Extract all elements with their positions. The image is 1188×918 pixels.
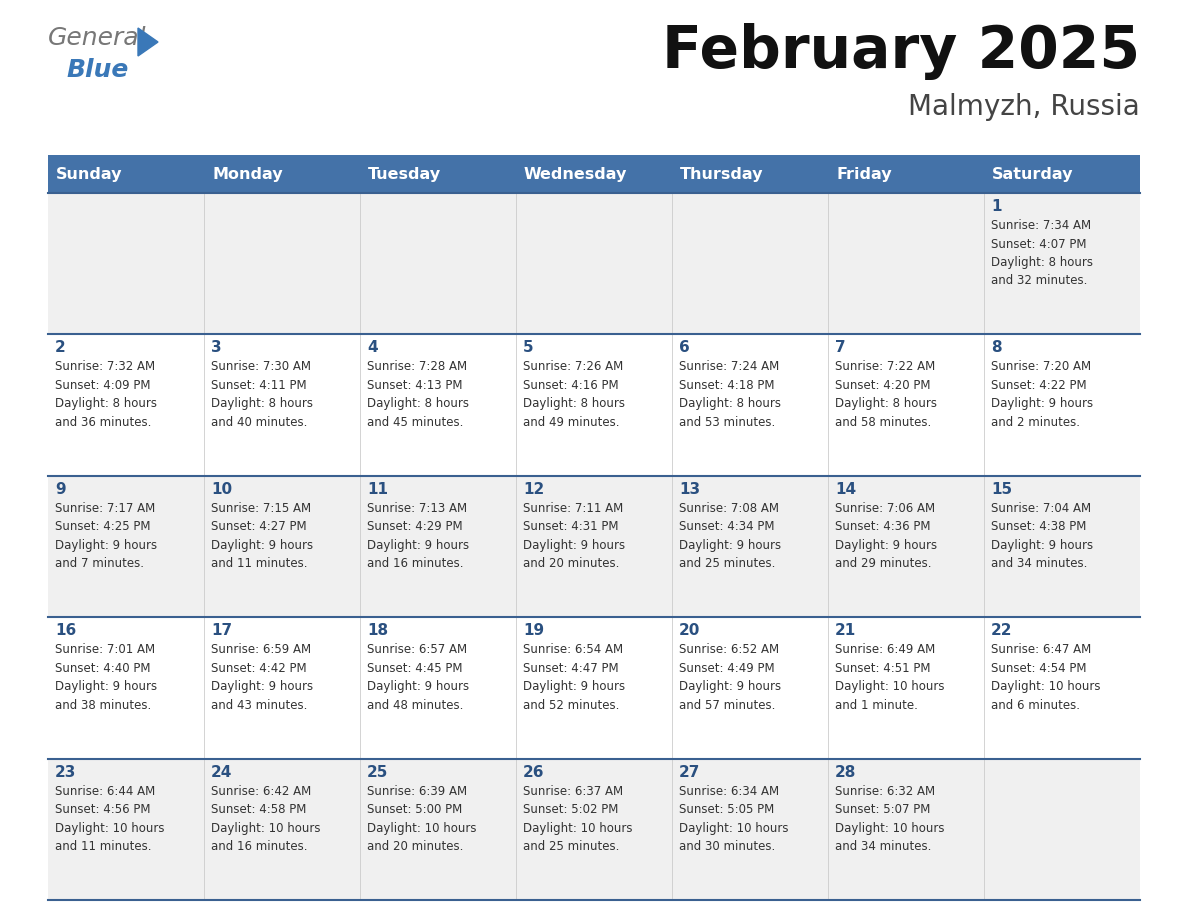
Text: 24: 24 xyxy=(211,765,233,779)
Polygon shape xyxy=(138,28,158,56)
Bar xyxy=(48,617,1140,758)
Bar xyxy=(48,193,1140,334)
Text: 20: 20 xyxy=(680,623,701,638)
Text: Sunrise: 6:32 AM
Sunset: 5:07 PM
Daylight: 10 hours
and 34 minutes.: Sunrise: 6:32 AM Sunset: 5:07 PM Dayligh… xyxy=(835,785,944,853)
Text: Sunrise: 6:34 AM
Sunset: 5:05 PM
Daylight: 10 hours
and 30 minutes.: Sunrise: 6:34 AM Sunset: 5:05 PM Dayligh… xyxy=(680,785,789,853)
Text: 15: 15 xyxy=(991,482,1012,497)
Text: Sunrise: 6:54 AM
Sunset: 4:47 PM
Daylight: 9 hours
and 52 minutes.: Sunrise: 6:54 AM Sunset: 4:47 PM Dayligh… xyxy=(523,644,625,711)
Text: Sunrise: 6:59 AM
Sunset: 4:42 PM
Daylight: 9 hours
and 43 minutes.: Sunrise: 6:59 AM Sunset: 4:42 PM Dayligh… xyxy=(211,644,314,711)
Text: Blue: Blue xyxy=(67,58,128,82)
Text: Saturday: Saturday xyxy=(992,166,1074,182)
Text: 21: 21 xyxy=(835,623,857,638)
Bar xyxy=(516,155,672,193)
Text: 6: 6 xyxy=(680,341,690,355)
Text: Sunday: Sunday xyxy=(56,166,122,182)
Text: 10: 10 xyxy=(211,482,232,497)
Text: 25: 25 xyxy=(367,765,388,779)
Text: 17: 17 xyxy=(211,623,232,638)
Text: 26: 26 xyxy=(523,765,544,779)
Text: Sunrise: 7:17 AM
Sunset: 4:25 PM
Daylight: 9 hours
and 7 minutes.: Sunrise: 7:17 AM Sunset: 4:25 PM Dayligh… xyxy=(55,502,157,570)
Text: Sunrise: 6:37 AM
Sunset: 5:02 PM
Daylight: 10 hours
and 25 minutes.: Sunrise: 6:37 AM Sunset: 5:02 PM Dayligh… xyxy=(523,785,632,853)
Text: 4: 4 xyxy=(367,341,378,355)
Text: 11: 11 xyxy=(367,482,388,497)
Text: Sunrise: 7:32 AM
Sunset: 4:09 PM
Daylight: 8 hours
and 36 minutes.: Sunrise: 7:32 AM Sunset: 4:09 PM Dayligh… xyxy=(55,361,157,429)
Bar xyxy=(360,155,516,193)
Text: Wednesday: Wednesday xyxy=(524,166,627,182)
Text: Sunrise: 7:15 AM
Sunset: 4:27 PM
Daylight: 9 hours
and 11 minutes.: Sunrise: 7:15 AM Sunset: 4:27 PM Dayligh… xyxy=(211,502,314,570)
Bar xyxy=(828,155,984,193)
Bar xyxy=(48,334,1140,476)
Text: 3: 3 xyxy=(211,341,222,355)
Bar xyxy=(48,476,1140,617)
Text: Sunrise: 7:13 AM
Sunset: 4:29 PM
Daylight: 9 hours
and 16 minutes.: Sunrise: 7:13 AM Sunset: 4:29 PM Dayligh… xyxy=(367,502,469,570)
Text: General: General xyxy=(48,26,146,50)
Text: Sunrise: 6:49 AM
Sunset: 4:51 PM
Daylight: 10 hours
and 1 minute.: Sunrise: 6:49 AM Sunset: 4:51 PM Dayligh… xyxy=(835,644,944,711)
Text: 9: 9 xyxy=(55,482,65,497)
Text: 13: 13 xyxy=(680,482,700,497)
Text: Sunrise: 7:04 AM
Sunset: 4:38 PM
Daylight: 9 hours
and 34 minutes.: Sunrise: 7:04 AM Sunset: 4:38 PM Dayligh… xyxy=(991,502,1093,570)
Bar xyxy=(48,155,204,193)
Text: 5: 5 xyxy=(523,341,533,355)
Text: 12: 12 xyxy=(523,482,544,497)
Text: 27: 27 xyxy=(680,765,701,779)
Text: 16: 16 xyxy=(55,623,76,638)
Bar xyxy=(48,758,1140,900)
Text: 14: 14 xyxy=(835,482,857,497)
Text: 28: 28 xyxy=(835,765,857,779)
Text: Sunrise: 7:26 AM
Sunset: 4:16 PM
Daylight: 8 hours
and 49 minutes.: Sunrise: 7:26 AM Sunset: 4:16 PM Dayligh… xyxy=(523,361,625,429)
Text: Sunrise: 6:57 AM
Sunset: 4:45 PM
Daylight: 9 hours
and 48 minutes.: Sunrise: 6:57 AM Sunset: 4:45 PM Dayligh… xyxy=(367,644,469,711)
Text: Sunrise: 7:24 AM
Sunset: 4:18 PM
Daylight: 8 hours
and 53 minutes.: Sunrise: 7:24 AM Sunset: 4:18 PM Dayligh… xyxy=(680,361,781,429)
Text: Thursday: Thursday xyxy=(680,166,764,182)
Text: Sunrise: 7:06 AM
Sunset: 4:36 PM
Daylight: 9 hours
and 29 minutes.: Sunrise: 7:06 AM Sunset: 4:36 PM Dayligh… xyxy=(835,502,937,570)
Bar xyxy=(984,155,1140,193)
Text: 22: 22 xyxy=(991,623,1012,638)
Text: 18: 18 xyxy=(367,623,388,638)
Text: Friday: Friday xyxy=(836,166,892,182)
Bar xyxy=(204,155,360,193)
Text: 23: 23 xyxy=(55,765,76,779)
Text: 19: 19 xyxy=(523,623,544,638)
Text: Malmyzh, Russia: Malmyzh, Russia xyxy=(909,93,1140,121)
Text: 7: 7 xyxy=(835,341,846,355)
Text: Sunrise: 6:44 AM
Sunset: 4:56 PM
Daylight: 10 hours
and 11 minutes.: Sunrise: 6:44 AM Sunset: 4:56 PM Dayligh… xyxy=(55,785,164,853)
Text: Sunrise: 7:08 AM
Sunset: 4:34 PM
Daylight: 9 hours
and 25 minutes.: Sunrise: 7:08 AM Sunset: 4:34 PM Dayligh… xyxy=(680,502,782,570)
Text: Sunrise: 7:34 AM
Sunset: 4:07 PM
Daylight: 8 hours
and 32 minutes.: Sunrise: 7:34 AM Sunset: 4:07 PM Dayligh… xyxy=(991,219,1093,287)
Text: Sunrise: 6:42 AM
Sunset: 4:58 PM
Daylight: 10 hours
and 16 minutes.: Sunrise: 6:42 AM Sunset: 4:58 PM Dayligh… xyxy=(211,785,321,853)
Text: Sunrise: 7:20 AM
Sunset: 4:22 PM
Daylight: 9 hours
and 2 minutes.: Sunrise: 7:20 AM Sunset: 4:22 PM Dayligh… xyxy=(991,361,1093,429)
Text: Sunrise: 7:11 AM
Sunset: 4:31 PM
Daylight: 9 hours
and 20 minutes.: Sunrise: 7:11 AM Sunset: 4:31 PM Dayligh… xyxy=(523,502,625,570)
Text: Monday: Monday xyxy=(211,166,283,182)
Text: 2: 2 xyxy=(55,341,65,355)
Bar xyxy=(672,155,828,193)
Text: 8: 8 xyxy=(991,341,1001,355)
Text: Sunrise: 7:01 AM
Sunset: 4:40 PM
Daylight: 9 hours
and 38 minutes.: Sunrise: 7:01 AM Sunset: 4:40 PM Dayligh… xyxy=(55,644,157,711)
Text: Sunrise: 6:39 AM
Sunset: 5:00 PM
Daylight: 10 hours
and 20 minutes.: Sunrise: 6:39 AM Sunset: 5:00 PM Dayligh… xyxy=(367,785,476,853)
Text: Sunrise: 7:30 AM
Sunset: 4:11 PM
Daylight: 8 hours
and 40 minutes.: Sunrise: 7:30 AM Sunset: 4:11 PM Dayligh… xyxy=(211,361,312,429)
Text: Tuesday: Tuesday xyxy=(368,166,441,182)
Text: Sunrise: 7:28 AM
Sunset: 4:13 PM
Daylight: 8 hours
and 45 minutes.: Sunrise: 7:28 AM Sunset: 4:13 PM Dayligh… xyxy=(367,361,469,429)
Text: Sunrise: 7:22 AM
Sunset: 4:20 PM
Daylight: 8 hours
and 58 minutes.: Sunrise: 7:22 AM Sunset: 4:20 PM Dayligh… xyxy=(835,361,937,429)
Text: 1: 1 xyxy=(991,199,1001,214)
Text: Sunrise: 6:52 AM
Sunset: 4:49 PM
Daylight: 9 hours
and 57 minutes.: Sunrise: 6:52 AM Sunset: 4:49 PM Dayligh… xyxy=(680,644,782,711)
Text: Sunrise: 6:47 AM
Sunset: 4:54 PM
Daylight: 10 hours
and 6 minutes.: Sunrise: 6:47 AM Sunset: 4:54 PM Dayligh… xyxy=(991,644,1100,711)
Text: February 2025: February 2025 xyxy=(662,23,1140,80)
